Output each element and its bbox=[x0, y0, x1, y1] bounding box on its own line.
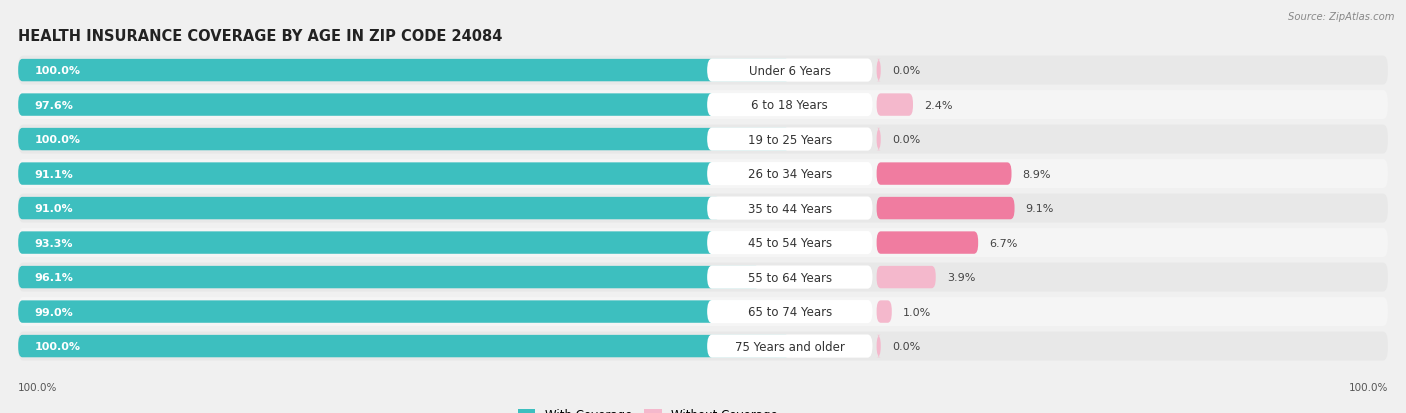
Text: 35 to 44 Years: 35 to 44 Years bbox=[748, 202, 832, 215]
FancyBboxPatch shape bbox=[18, 301, 782, 323]
Text: 97.6%: 97.6% bbox=[35, 100, 73, 110]
Text: 45 to 54 Years: 45 to 54 Years bbox=[748, 237, 832, 249]
FancyBboxPatch shape bbox=[876, 94, 912, 116]
FancyBboxPatch shape bbox=[18, 232, 738, 254]
FancyBboxPatch shape bbox=[707, 128, 873, 151]
Text: 19 to 25 Years: 19 to 25 Years bbox=[748, 133, 832, 146]
FancyBboxPatch shape bbox=[18, 125, 1388, 154]
Text: 55 to 64 Years: 55 to 64 Years bbox=[748, 271, 832, 284]
FancyBboxPatch shape bbox=[18, 194, 1388, 223]
Text: 100.0%: 100.0% bbox=[35, 341, 80, 351]
Text: 1.0%: 1.0% bbox=[903, 307, 931, 317]
FancyBboxPatch shape bbox=[707, 300, 873, 323]
FancyBboxPatch shape bbox=[18, 266, 759, 289]
Text: 9.1%: 9.1% bbox=[1025, 204, 1054, 214]
Text: 99.0%: 99.0% bbox=[35, 307, 73, 317]
Text: 0.0%: 0.0% bbox=[891, 135, 920, 145]
FancyBboxPatch shape bbox=[876, 301, 891, 323]
Text: 96.1%: 96.1% bbox=[35, 273, 73, 282]
FancyBboxPatch shape bbox=[18, 263, 1388, 292]
FancyBboxPatch shape bbox=[18, 332, 1388, 361]
FancyBboxPatch shape bbox=[707, 94, 873, 117]
FancyBboxPatch shape bbox=[876, 128, 880, 151]
Text: 6.7%: 6.7% bbox=[990, 238, 1018, 248]
Text: 0.0%: 0.0% bbox=[891, 341, 920, 351]
FancyBboxPatch shape bbox=[876, 197, 1015, 220]
FancyBboxPatch shape bbox=[18, 163, 721, 185]
FancyBboxPatch shape bbox=[876, 60, 880, 82]
Legend: With Coverage, Without Coverage: With Coverage, Without Coverage bbox=[513, 404, 783, 413]
Text: 65 to 74 Years: 65 to 74 Years bbox=[748, 305, 832, 318]
Text: 75 Years and older: 75 Years and older bbox=[735, 340, 845, 353]
FancyBboxPatch shape bbox=[18, 128, 790, 151]
FancyBboxPatch shape bbox=[876, 335, 880, 357]
Text: 26 to 34 Years: 26 to 34 Years bbox=[748, 168, 832, 180]
Text: 3.9%: 3.9% bbox=[946, 273, 976, 282]
Text: 8.9%: 8.9% bbox=[1022, 169, 1052, 179]
Text: HEALTH INSURANCE COVERAGE BY AGE IN ZIP CODE 24084: HEALTH INSURANCE COVERAGE BY AGE IN ZIP … bbox=[18, 29, 503, 44]
Text: Under 6 Years: Under 6 Years bbox=[749, 64, 831, 77]
FancyBboxPatch shape bbox=[707, 197, 873, 220]
Text: 100.0%: 100.0% bbox=[35, 135, 80, 145]
Text: 6 to 18 Years: 6 to 18 Years bbox=[751, 99, 828, 112]
FancyBboxPatch shape bbox=[707, 335, 873, 358]
Text: Source: ZipAtlas.com: Source: ZipAtlas.com bbox=[1288, 12, 1395, 22]
Text: 0.0%: 0.0% bbox=[891, 66, 920, 76]
FancyBboxPatch shape bbox=[707, 163, 873, 186]
Text: 2.4%: 2.4% bbox=[924, 100, 952, 110]
FancyBboxPatch shape bbox=[18, 335, 790, 357]
FancyBboxPatch shape bbox=[876, 266, 936, 289]
FancyBboxPatch shape bbox=[18, 197, 720, 220]
Text: 100.0%: 100.0% bbox=[18, 382, 58, 392]
FancyBboxPatch shape bbox=[18, 228, 1388, 257]
FancyBboxPatch shape bbox=[18, 91, 1388, 120]
FancyBboxPatch shape bbox=[18, 297, 1388, 326]
FancyBboxPatch shape bbox=[18, 57, 1388, 85]
Text: 93.3%: 93.3% bbox=[35, 238, 73, 248]
FancyBboxPatch shape bbox=[707, 266, 873, 289]
Text: 100.0%: 100.0% bbox=[1348, 382, 1388, 392]
FancyBboxPatch shape bbox=[18, 160, 1388, 189]
FancyBboxPatch shape bbox=[876, 232, 979, 254]
FancyBboxPatch shape bbox=[18, 94, 772, 116]
Text: 100.0%: 100.0% bbox=[35, 66, 80, 76]
Text: 91.0%: 91.0% bbox=[35, 204, 73, 214]
Text: 91.1%: 91.1% bbox=[35, 169, 73, 179]
FancyBboxPatch shape bbox=[707, 231, 873, 254]
FancyBboxPatch shape bbox=[707, 59, 873, 83]
FancyBboxPatch shape bbox=[876, 163, 1011, 185]
FancyBboxPatch shape bbox=[18, 60, 790, 82]
